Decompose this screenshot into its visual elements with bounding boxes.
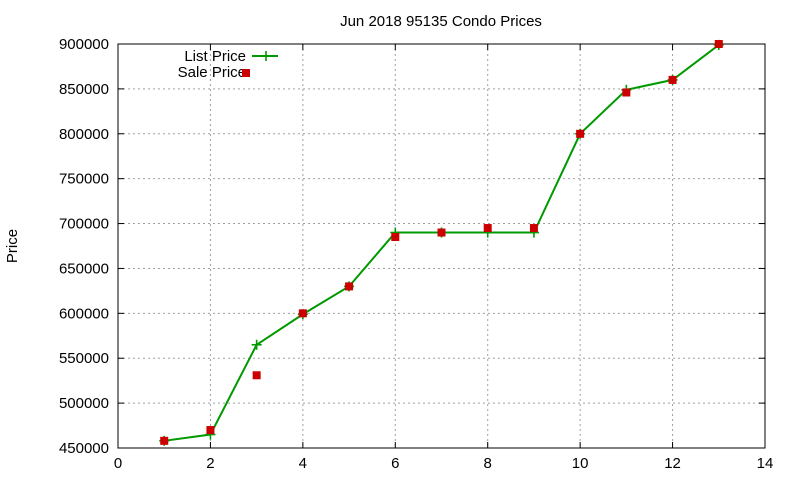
- y-tick-label: 700000: [59, 216, 109, 233]
- x-tick-label: 2: [206, 455, 214, 472]
- y-tick-label: 900000: [59, 36, 109, 53]
- sale-price-point: [160, 436, 169, 445]
- x-tick-label: 12: [664, 455, 681, 472]
- series: [159, 39, 724, 446]
- y-tick-label: 650000: [59, 260, 109, 277]
- y-tick-label: 550000: [59, 350, 109, 367]
- sale-price-point: [668, 75, 677, 84]
- y-tick-label: 600000: [59, 305, 109, 322]
- sale-price-point: [345, 282, 354, 291]
- list-price-point: [251, 339, 262, 350]
- y-tick-label: 450000: [59, 440, 109, 457]
- x-tick-label: 6: [391, 455, 399, 472]
- legend-label: List Price: [184, 48, 246, 65]
- sale-price-point: [437, 228, 446, 237]
- y-tick-label: 750000: [59, 171, 109, 188]
- sale-price-point: [576, 129, 585, 138]
- sale-price-point: [483, 224, 492, 233]
- sale-price-point: [529, 224, 538, 233]
- axes: 0 2 4 6 8 10 12 14 450000 500000 550000 600000 65000…: [59, 36, 773, 472]
- grid: [118, 44, 765, 448]
- sale-price-point: [714, 40, 723, 48]
- legend-label: Sale Price: [178, 64, 246, 81]
- x-tick-label: 4: [299, 455, 307, 472]
- sale-price-point: [206, 426, 215, 435]
- y-tick-label: 850000: [59, 81, 109, 98]
- y-tick-label: 800000: [59, 126, 109, 143]
- sale-price-point: [252, 371, 261, 380]
- sale-price-point: [622, 88, 631, 97]
- chart-title: Jun 2018 95135 Condo Prices: [340, 13, 542, 30]
- legend-marker: [242, 69, 250, 77]
- x-tick-label: 0: [114, 455, 122, 472]
- x-tick-label: 14: [757, 455, 774, 472]
- y-axis-label: Price: [4, 229, 21, 263]
- plot-border: [117, 43, 766, 449]
- y-tick-label: 500000: [59, 395, 109, 412]
- sale-price-point: [391, 233, 400, 242]
- legend-marker: [261, 51, 271, 61]
- x-tick-label: 8: [484, 455, 492, 472]
- series-sale-price: [160, 40, 723, 445]
- sale-price-point: [298, 309, 307, 318]
- x-tick-label: 10: [572, 455, 589, 472]
